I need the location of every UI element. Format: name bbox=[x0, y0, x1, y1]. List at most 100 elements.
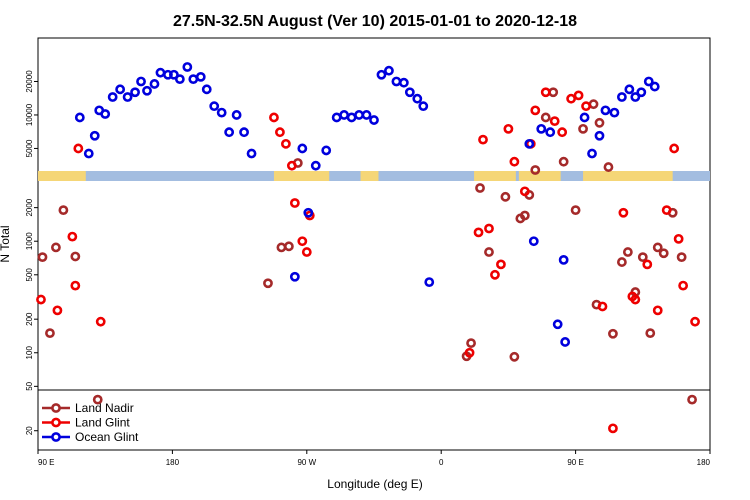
ocean-glint-point bbox=[404, 87, 415, 98]
ocean-glint-point bbox=[339, 110, 350, 120]
y-tick-label: 2000 bbox=[25, 198, 34, 216]
ocean-glint-point bbox=[594, 130, 605, 141]
ocean-glint-point bbox=[649, 81, 660, 92]
ocean-glint-point bbox=[216, 107, 227, 118]
land-glint-point bbox=[618, 207, 629, 218]
land-glint-point bbox=[597, 301, 608, 312]
land-glint-legend-label: Land Glint bbox=[75, 416, 130, 430]
land-glint-point bbox=[540, 87, 551, 98]
x-tick-label: 0 bbox=[439, 458, 444, 467]
ocean-glint-point bbox=[384, 65, 394, 76]
ocean-glint-point bbox=[346, 112, 357, 123]
ocean-glint-point bbox=[224, 127, 235, 138]
land-glint-point bbox=[509, 156, 520, 167]
land-nadir-point bbox=[276, 242, 287, 253]
ocean-glint-point bbox=[107, 92, 118, 102]
land-nadir-point bbox=[594, 117, 605, 128]
y-tick-label: 1000 bbox=[25, 232, 34, 250]
land-glint-point bbox=[503, 123, 514, 134]
land-glint-point bbox=[36, 294, 46, 305]
land-glint-point bbox=[678, 280, 689, 291]
ocean-glint-point bbox=[149, 79, 160, 89]
land-glint-point bbox=[67, 231, 78, 242]
ocean-glint-point bbox=[136, 76, 146, 87]
ocean-glint-point bbox=[624, 84, 635, 95]
ocean-glint-point bbox=[182, 62, 193, 72]
y-tick-label: 50 bbox=[25, 381, 34, 390]
ocean-glint-legend-label: Ocean Glint bbox=[75, 430, 139, 444]
land-glint-point bbox=[269, 112, 279, 123]
land-glint-point bbox=[496, 259, 506, 270]
land-glint-point bbox=[275, 127, 285, 138]
land-nadir-point bbox=[283, 241, 294, 252]
ocean-glint-point bbox=[558, 255, 569, 265]
x-axis: 90 E 180 90 W 0 90 E 180 bbox=[37, 450, 711, 467]
ocean-glint-point bbox=[74, 112, 85, 123]
land-nadir-point bbox=[51, 242, 61, 253]
ocean-glint-point bbox=[303, 207, 314, 218]
surface-band bbox=[38, 171, 710, 181]
land-nadir-point bbox=[509, 351, 520, 362]
x-tick-label: 180 bbox=[166, 458, 180, 467]
ocean-glint-point bbox=[168, 69, 179, 80]
ocean-glint-point bbox=[331, 112, 342, 123]
land-glint-point bbox=[608, 423, 618, 434]
land-nadir-point bbox=[616, 257, 627, 267]
ocean-glint-point bbox=[310, 160, 321, 171]
land-band-segment bbox=[474, 171, 516, 181]
ocean-glint-point bbox=[643, 76, 654, 87]
ocean-glint-point bbox=[424, 277, 435, 288]
land-glint-point bbox=[473, 227, 484, 238]
ocean-glint-point bbox=[297, 143, 308, 154]
ocean-glint-point bbox=[579, 112, 590, 123]
x-tick-label: 90 W bbox=[297, 458, 316, 467]
ocean-glint-point bbox=[83, 148, 94, 159]
ocean-glint-point bbox=[524, 138, 535, 149]
ocean-glint-point bbox=[246, 148, 257, 159]
land-nadir-point bbox=[475, 183, 485, 193]
land-nadir-point bbox=[45, 328, 55, 339]
land-glint-point bbox=[557, 127, 568, 138]
y-axis: 5000 10000 20000 20 50 100 200 500 1000 2000 bbox=[25, 70, 38, 435]
land-glint-point bbox=[484, 223, 494, 234]
land-nadir-point bbox=[70, 251, 81, 262]
land-nadir-point bbox=[645, 328, 656, 339]
land-nadir-point bbox=[687, 394, 697, 405]
ocean-glint-point bbox=[174, 74, 185, 85]
ocean-glint-point bbox=[552, 319, 563, 330]
ocean-glint-point bbox=[412, 93, 423, 104]
ocean-glint-legend-marker bbox=[51, 432, 61, 442]
land-glint-point bbox=[530, 105, 541, 116]
land-nadir-point bbox=[37, 252, 48, 263]
land-glint-point bbox=[669, 143, 680, 154]
land-band-segment bbox=[38, 171, 86, 181]
land-nadir-point bbox=[484, 247, 494, 257]
ocean-glint-point bbox=[545, 127, 556, 138]
land-glint-point bbox=[630, 294, 641, 305]
land-nadir-point bbox=[622, 247, 633, 257]
ocean-glint-point bbox=[636, 87, 647, 98]
ocean-glint-point bbox=[536, 123, 547, 134]
land-nadir-point bbox=[637, 252, 648, 263]
ocean-glint-point bbox=[115, 84, 126, 95]
x-axis-title: Longitude (deg E) bbox=[327, 477, 422, 491]
land-glint-point bbox=[464, 347, 475, 358]
land-glint-point bbox=[478, 134, 488, 145]
land-nadir-legend-marker bbox=[51, 403, 61, 413]
ocean-glint-point bbox=[188, 74, 199, 85]
land-nadir-point bbox=[500, 191, 511, 202]
land-glint-point bbox=[297, 236, 308, 247]
land-glint-point bbox=[652, 305, 663, 316]
land-nadir-point bbox=[540, 112, 551, 123]
ocean-glint-point bbox=[398, 77, 409, 88]
land-nadir-point bbox=[570, 205, 581, 216]
land-nadir-point bbox=[608, 328, 618, 339]
land-nadir-point bbox=[466, 338, 476, 349]
land-band-segment bbox=[583, 171, 673, 181]
land-glint-point bbox=[573, 90, 584, 101]
ocean-glint-point bbox=[616, 92, 627, 102]
ocean-glint-point bbox=[130, 87, 140, 98]
ocean-glint-point bbox=[321, 145, 332, 156]
